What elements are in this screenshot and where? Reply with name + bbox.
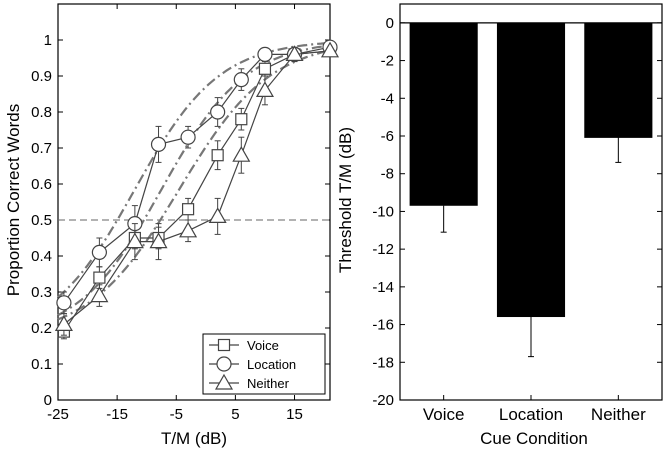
legend-marker-square <box>217 338 231 352</box>
right-y-tick-label: -14 <box>372 279 394 296</box>
left-x-tick-label: 15 <box>286 406 303 423</box>
data-point <box>255 81 274 97</box>
data-point <box>56 295 72 311</box>
bar-voice <box>409 22 478 206</box>
legend-marker-triangle <box>214 373 234 390</box>
legend-label: Voice <box>247 338 279 353</box>
left-plot-frame <box>57 3 331 401</box>
data-point <box>181 203 195 216</box>
left-x-tick-label: -25 <box>47 406 69 423</box>
left-y-tick-label: 0.6 <box>31 176 52 193</box>
left-x-tick-label: -5 <box>170 406 183 423</box>
data-point <box>211 149 224 162</box>
left-y-tick-label: 0.5 <box>31 212 52 229</box>
left-y-tick-label: 0.1 <box>31 356 52 373</box>
bar-location <box>496 22 566 318</box>
left-x-tick-label: -15 <box>106 406 128 423</box>
data-point <box>125 232 144 249</box>
right-y-tick-label: -8 <box>381 166 394 183</box>
right-bar-chart: 0 -2 -4 -6 -8 -10 -12 -14 -16 -18 -20 Voice Location… <box>372 3 663 424</box>
fit-curve <box>57 41 331 298</box>
data-point <box>210 104 226 120</box>
data-point <box>90 286 109 303</box>
legend-marker-circle <box>216 356 232 372</box>
left-y-tick-label: 0.2 <box>31 320 52 337</box>
series-line <box>63 46 331 304</box>
right-y-tick-label: 0 <box>386 15 394 32</box>
series-line <box>63 50 331 332</box>
right-x-axis-label: Cue Condition <box>480 429 588 448</box>
data-point <box>320 41 340 58</box>
data-point <box>93 271 106 284</box>
right-y-tick-label: -18 <box>372 354 394 371</box>
right-y-axis-label: Threshold T/M (dB) <box>336 127 355 273</box>
left-y-tick-label: 1 <box>44 32 52 49</box>
category-label: Voice <box>423 405 465 424</box>
legend-label: Location <box>247 357 296 372</box>
data-point <box>54 315 73 331</box>
left-y-tick-label: 0.8 <box>31 104 52 121</box>
right-y-tick-label: -4 <box>381 90 394 107</box>
left-y-tick-label: 0.3 <box>31 284 52 301</box>
data-point <box>232 145 251 162</box>
right-y-tick-label: -2 <box>381 53 394 70</box>
right-y-tick-label: -10 <box>372 203 394 220</box>
left-y-tick-label: 0 <box>44 392 52 409</box>
category-label: Neither <box>591 405 646 424</box>
right-y-tick-label: -16 <box>372 317 394 334</box>
data-point <box>149 232 168 249</box>
data-point <box>91 244 107 260</box>
series-neither <box>54 41 340 336</box>
right-y-tick-label: -12 <box>372 241 394 258</box>
data-point <box>179 221 198 238</box>
data-point <box>257 46 273 63</box>
category-label: Location <box>499 405 563 424</box>
data-point <box>258 62 272 75</box>
right-y-tick-label: -6 <box>381 128 394 145</box>
data-point <box>180 129 196 145</box>
left-y-tick-label: 0.4 <box>31 248 52 265</box>
left-y-tick-label: 0.7 <box>31 140 52 157</box>
data-point <box>150 136 167 152</box>
left-x-tick-label: 5 <box>231 406 239 423</box>
left-y-axis-label: Proportion Correct Words <box>4 104 23 296</box>
left-y-tick-label: 0.9 <box>31 68 52 85</box>
left-x-axis-label: T/M (dB) <box>161 429 227 448</box>
legend: Voice Location Neither <box>202 333 326 395</box>
data-point <box>208 207 227 223</box>
data-point <box>233 71 249 88</box>
legend-label: Neither <box>247 376 290 391</box>
left-line-chart: 0 0.1 0.2 0.3 0.4 0.5 0.6 0.7 0.8 0.9 1 -25 -15 -5 5 15… <box>31 3 340 423</box>
series-line <box>63 50 331 325</box>
data-point <box>235 113 248 126</box>
data-point <box>285 45 304 61</box>
right-y-tick-label: -20 <box>372 392 394 409</box>
